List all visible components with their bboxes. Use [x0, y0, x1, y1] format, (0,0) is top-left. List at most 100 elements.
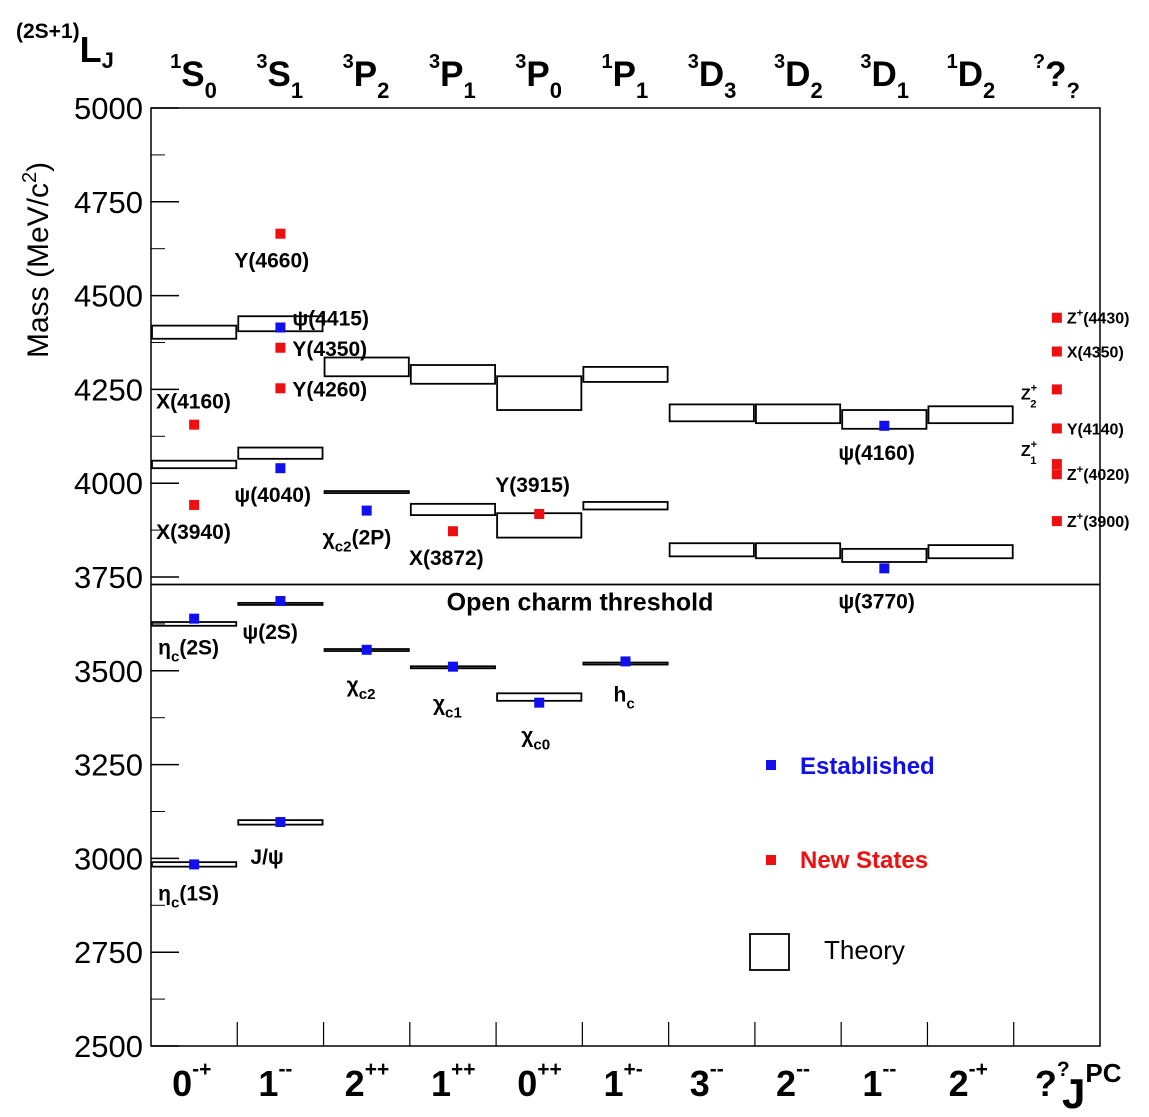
data-label: Z+(4020): [1067, 464, 1130, 484]
theory-box: [323, 356, 410, 378]
data-label: Y(4260): [292, 378, 367, 401]
bottom-column-label: 1++: [431, 1058, 476, 1104]
bottom-column-label: 1+-: [604, 1058, 643, 1104]
data-point: [189, 613, 200, 624]
y-tick-label: 4750: [74, 185, 143, 220]
plot-frame: [150, 107, 1101, 1047]
legend-established-label: Established: [800, 753, 935, 780]
top-column-label: 3P1: [429, 51, 476, 103]
bottom-axis-title: JPC: [1062, 1058, 1122, 1117]
data-point: [879, 563, 890, 574]
data-point: [275, 383, 286, 394]
legend-theory-label: Theory: [824, 935, 905, 965]
data-point: [275, 322, 286, 333]
data-point: [879, 420, 890, 431]
data-label: Y(4350): [292, 338, 367, 361]
data-label: Z+ 2: [1021, 382, 1038, 410]
data-point: [275, 817, 286, 828]
open-charm-threshold: Open charm threshold: [151, 583, 1100, 617]
y-tick-label: 4250: [74, 372, 143, 407]
theory-box: [237, 446, 324, 460]
theory-box: [927, 405, 1014, 425]
data-label: ψ(4160): [838, 442, 915, 465]
data-label: ψ(4415): [292, 307, 369, 330]
threshold-label: Open charm threshold: [447, 589, 714, 617]
theory-box: [496, 375, 583, 411]
data-point: [1051, 516, 1062, 527]
bottom-column-label: 1--: [862, 1058, 896, 1104]
bottom-column-label: 0++: [517, 1058, 562, 1104]
data-label: J/ψ: [250, 846, 283, 869]
data-point: [275, 596, 286, 607]
bottom-column-label: 2-+: [949, 1058, 988, 1104]
data-label: χc2(2P): [323, 527, 392, 556]
data-point: [447, 661, 458, 672]
data-point: [189, 859, 200, 870]
top-column-label: 1P1: [602, 51, 649, 103]
data-label: Z+(3900): [1067, 511, 1130, 531]
data-label: ψ(2S): [242, 621, 298, 644]
data-point: [620, 656, 631, 667]
top-column-label: 3P0: [515, 51, 562, 103]
data-point: [275, 228, 286, 239]
y-tick-label: 3500: [74, 654, 143, 689]
axes: 2500 2750 3000 3250 3500 3750 4000 4250 4500 4750…: [16, 20, 1122, 1117]
data-label: X(4350): [1067, 345, 1124, 362]
theory-box: [151, 324, 238, 340]
data-label: Y(4660): [234, 250, 309, 273]
top-column-label: 1S0: [170, 51, 217, 103]
theory-box: [409, 364, 496, 385]
data-point: [275, 463, 286, 474]
data-label: X(3940): [156, 521, 231, 544]
data-label: X(4160): [156, 391, 231, 414]
theory-box: [582, 501, 669, 511]
data-label: ψ(3770): [838, 590, 915, 613]
data-points: [189, 228, 1062, 870]
y-tick-label: 2500: [74, 1029, 143, 1064]
data-label: ηc(2S): [158, 637, 219, 666]
state-labels: ηc(2S) ηc(1S) ψ(4415) ψ(4040) ψ(2S) J/ψ χc2(2P…: [156, 250, 1129, 912]
data-point: [534, 508, 545, 519]
data-label: Y(4140): [1067, 421, 1124, 438]
bottom-column-label: 2++: [345, 1058, 390, 1104]
theory-box: [841, 547, 928, 563]
y-tick-label: 5000: [74, 91, 143, 126]
data-point: [447, 526, 458, 537]
bottom-column-label: ??: [1035, 1058, 1070, 1104]
bottom-column-label: 3--: [690, 1058, 724, 1104]
data-point: [361, 644, 372, 655]
data-label: Z+(4430): [1067, 308, 1130, 328]
y-tick-label: 2750: [74, 935, 143, 970]
theory-box: [927, 544, 1014, 560]
data-point: [1051, 469, 1062, 480]
data-point: [361, 505, 372, 516]
bottom-column-label: 1--: [258, 1058, 292, 1104]
theory-box: [409, 502, 496, 516]
legend-theory-box: [749, 933, 790, 971]
bottom-column-label: 0-+: [172, 1058, 211, 1104]
y-tick-label: 3000: [74, 841, 143, 876]
theory-box: [755, 542, 842, 560]
legend-new-marker: [766, 855, 776, 865]
top-column-label: 1D2: [947, 51, 996, 103]
legend-established-marker: [766, 760, 776, 770]
data-label: ψ(4040): [234, 484, 311, 507]
top-column-label: 3D2: [774, 51, 823, 103]
y-tick-label: 4000: [74, 466, 143, 501]
data-point: [1051, 312, 1062, 323]
data-label: X(3872): [409, 547, 484, 570]
data-point: [534, 697, 545, 708]
data-point: [189, 419, 200, 430]
theory-box: [668, 403, 755, 423]
data-label: χc1: [433, 693, 462, 722]
y-axis-title: Mass (MeV/c2): [19, 162, 55, 358]
data-point: [275, 342, 286, 353]
data-label: ηc(1S): [158, 882, 219, 911]
top-column-label: ???: [1033, 51, 1080, 103]
data-label: hc: [614, 683, 635, 712]
top-column-label: 3P2: [343, 51, 390, 103]
data-point: [189, 499, 200, 510]
top-column-label: 3D1: [860, 51, 909, 103]
data-point: [1051, 459, 1062, 470]
